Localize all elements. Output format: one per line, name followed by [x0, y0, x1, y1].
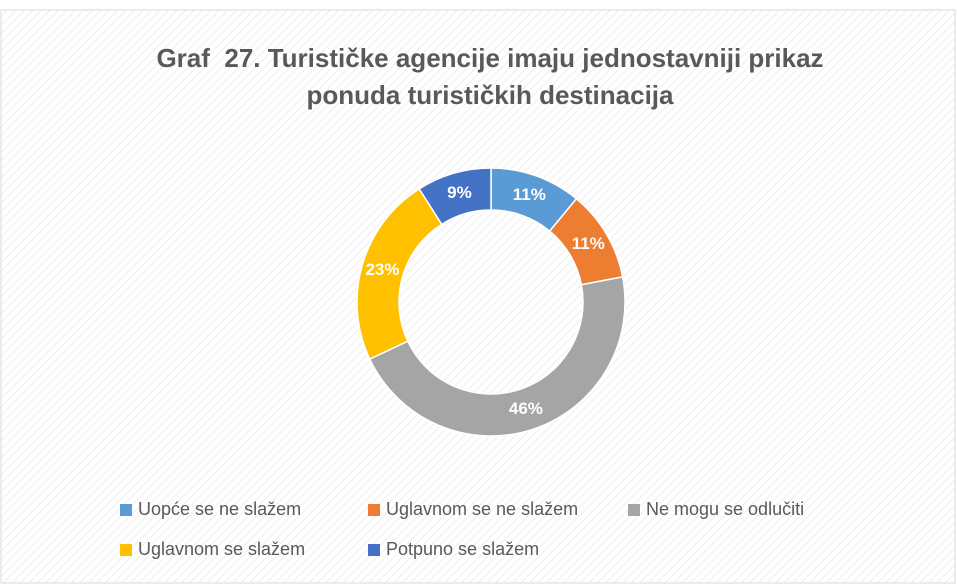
- legend-label: Potpuno se slažem: [386, 539, 539, 559]
- legend-swatch: [628, 504, 640, 516]
- donut-segment: [368, 276, 626, 437]
- data-label: 11%: [513, 185, 546, 204]
- chart-title: Graf 27. Turističke agencije imaju jedno…: [156, 43, 823, 73]
- data-label: 11%: [572, 234, 605, 253]
- legend-label: Uglavnom se slažem: [138, 539, 305, 559]
- legend-label: Uopće se ne slažem: [138, 499, 301, 519]
- legend-swatch: [120, 544, 132, 556]
- legend-swatch: [120, 504, 132, 516]
- legend-swatch: [368, 504, 380, 516]
- donut-segment: [418, 167, 492, 226]
- chart-area: [0, 9, 956, 584]
- data-label: 23%: [365, 260, 399, 279]
- chart-title: ponuda turističkih destinacija: [307, 80, 674, 110]
- data-label: 46%: [509, 399, 543, 418]
- legend-label: Uglavnom se ne slažem: [386, 499, 578, 519]
- legend-swatch: [368, 544, 380, 556]
- data-label: 9%: [447, 183, 472, 202]
- legend-label: Ne mogu se odlučiti: [646, 499, 804, 519]
